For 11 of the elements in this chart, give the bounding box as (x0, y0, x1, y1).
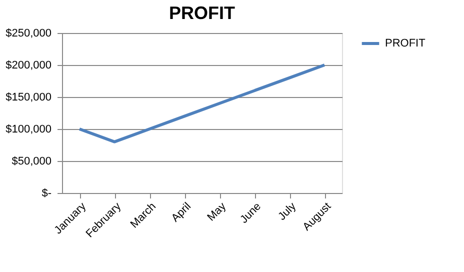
line-series (78, 64, 326, 144)
x-tick-label: May (205, 200, 229, 224)
x-tick-label: July (276, 200, 299, 223)
chart-title: PROFIT (169, 3, 235, 23)
y-tick-label: $250,000 (6, 28, 52, 40)
y-tick-label: $- (42, 188, 52, 200)
legend-label: PROFIT (385, 38, 426, 50)
y-tick-label: $100,000 (6, 124, 52, 136)
y-tick-label: $50,000 (12, 156, 52, 168)
y-tick-label: $200,000 (6, 60, 52, 72)
y-tick-label: $150,000 (6, 92, 52, 104)
